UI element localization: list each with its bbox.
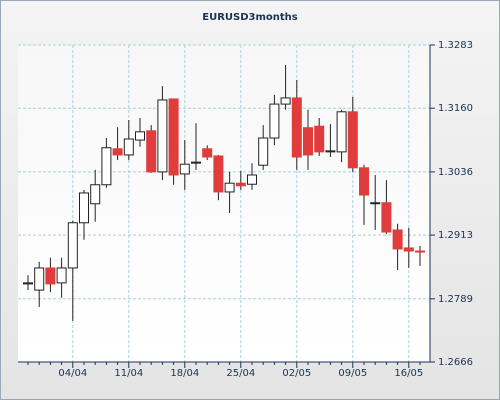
candle-body: [247, 174, 257, 185]
candle-body: [347, 111, 358, 169]
candle-body: [135, 131, 145, 141]
candle-body: [370, 202, 381, 205]
candle-body: [202, 148, 213, 158]
candle-body: [381, 202, 392, 233]
candle-body: [191, 161, 201, 164]
candle-body: [90, 184, 101, 205]
y-tick-label: 1.3160: [438, 103, 473, 114]
candle-body: [314, 125, 325, 153]
candle-body: [146, 130, 157, 173]
candle-body: [392, 229, 403, 250]
candle-body: [123, 138, 134, 156]
candle-body: [291, 97, 302, 158]
candle-body: [280, 97, 291, 105]
x-tick-label: 25/04: [226, 368, 255, 379]
candle-body: [179, 163, 190, 175]
y-tick-label: 1.3036: [438, 167, 473, 178]
candle-body: [303, 127, 313, 156]
candle-body: [157, 99, 168, 173]
candle-body: [79, 192, 89, 224]
x-tick-label: 02/05: [282, 368, 311, 379]
candle-body: [415, 250, 425, 253]
candle-body: [101, 147, 112, 186]
candle-body: [168, 98, 179, 176]
x-tick-label: 09/05: [338, 368, 367, 379]
x-tick-label: 16/05: [394, 368, 423, 379]
candle-body: [235, 182, 246, 187]
candle-body: [23, 282, 33, 285]
y-tick-label: 1.3283: [438, 40, 473, 51]
candle-body: [112, 148, 123, 156]
candle-body: [325, 150, 336, 153]
candle-body: [258, 137, 269, 166]
y-tick-label: 1.2789: [438, 294, 473, 305]
candle-body: [56, 267, 67, 284]
y-tick-label: 1.2666: [438, 357, 473, 368]
x-tick-label: 11/04: [114, 368, 143, 379]
candle-body: [34, 267, 45, 291]
y-tick-label: 1.2913: [438, 230, 473, 241]
candle-body: [213, 155, 224, 193]
candle-body: [403, 247, 414, 252]
candle-body: [269, 103, 280, 139]
candle-body: [336, 111, 347, 153]
plot: 1.3283 1.3160 1.3036 1.2913 1.2789 1.2666 04/0…: [18, 40, 473, 379]
candle-body: [67, 222, 78, 269]
candle-body: [224, 182, 235, 193]
candle-body: [359, 167, 369, 196]
x-tick-label: 18/04: [170, 368, 199, 379]
candle-body: [45, 267, 56, 285]
x-tick-label: 04/04: [58, 368, 87, 379]
chart-title: EURUSD3months: [202, 12, 298, 23]
